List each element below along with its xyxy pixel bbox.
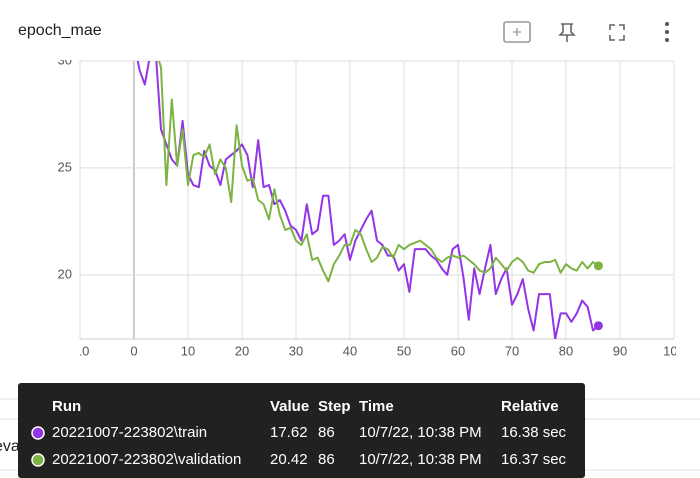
toolbar <box>503 21 669 43</box>
x-tick-label: 70 <box>505 343 519 358</box>
series-line <box>136 61 600 339</box>
tooltip-cell: 10/7/22, 10:38 PM <box>359 424 482 441</box>
tooltip-cell: 16.38 sec <box>501 424 567 441</box>
menu-button[interactable] <box>665 22 669 42</box>
tooltip-bg <box>18 383 585 478</box>
tooltip-cell: 16.37 sec <box>501 451 567 468</box>
x-tick-label: 10 <box>181 343 195 358</box>
run-name: 20221007-223802\train <box>52 424 207 441</box>
tooltip-cell: 17.62 <box>270 424 308 441</box>
tooltip-header: Step <box>318 398 351 415</box>
x-tick-label: 0 <box>130 343 137 358</box>
x-tick-label: 60 <box>451 343 465 358</box>
pin-button[interactable] <box>558 23 576 42</box>
y-axis: 20 25 30 <box>58 52 72 281</box>
fit-domain-button[interactable] <box>503 21 531 43</box>
fullscreen-button[interactable] <box>609 24 625 41</box>
run-name: 20221007-223802\validation <box>52 451 241 468</box>
x-tick-label: -10 <box>71 343 90 358</box>
x-tick-label: 20 <box>235 343 249 358</box>
tooltip-header: Value <box>270 398 309 415</box>
y-tick-label: 25 <box>58 159 72 174</box>
tooltip: Run Value Step Time Relative 20221007-223802\… <box>18 383 585 478</box>
chart-title: epoch_mae <box>18 22 102 39</box>
series-line <box>157 61 599 283</box>
x-axis: -10 0 10 20 30 40 50 60 70 80 90 100 <box>71 343 685 358</box>
run-swatch <box>31 453 45 467</box>
y-tick-label: 30 <box>58 52 72 67</box>
tooltip-cell: 86 <box>318 451 335 468</box>
tooltip-cell: 20.42 <box>270 451 308 468</box>
tooltip-cell: 10/7/22, 10:38 PM <box>359 451 482 468</box>
plot <box>136 61 603 339</box>
x-tick-label: 30 <box>289 343 303 358</box>
x-tick-label: 40 <box>343 343 357 358</box>
grid <box>79 60 675 340</box>
last-point <box>593 321 603 331</box>
tooltip-header: Relative <box>501 398 559 415</box>
run-swatch <box>31 426 45 440</box>
tooltip-cell: 86 <box>318 424 335 441</box>
last-point <box>593 261 603 271</box>
x-tick-label: 80 <box>559 343 573 358</box>
tooltip-header: Run <box>52 398 81 415</box>
x-tick-label: 50 <box>397 343 411 358</box>
tooltip-header: Time <box>359 398 394 415</box>
x-tick-label: 100 <box>663 343 685 358</box>
x-tick-label: 90 <box>613 343 627 358</box>
y-tick-label: 20 <box>58 266 72 281</box>
